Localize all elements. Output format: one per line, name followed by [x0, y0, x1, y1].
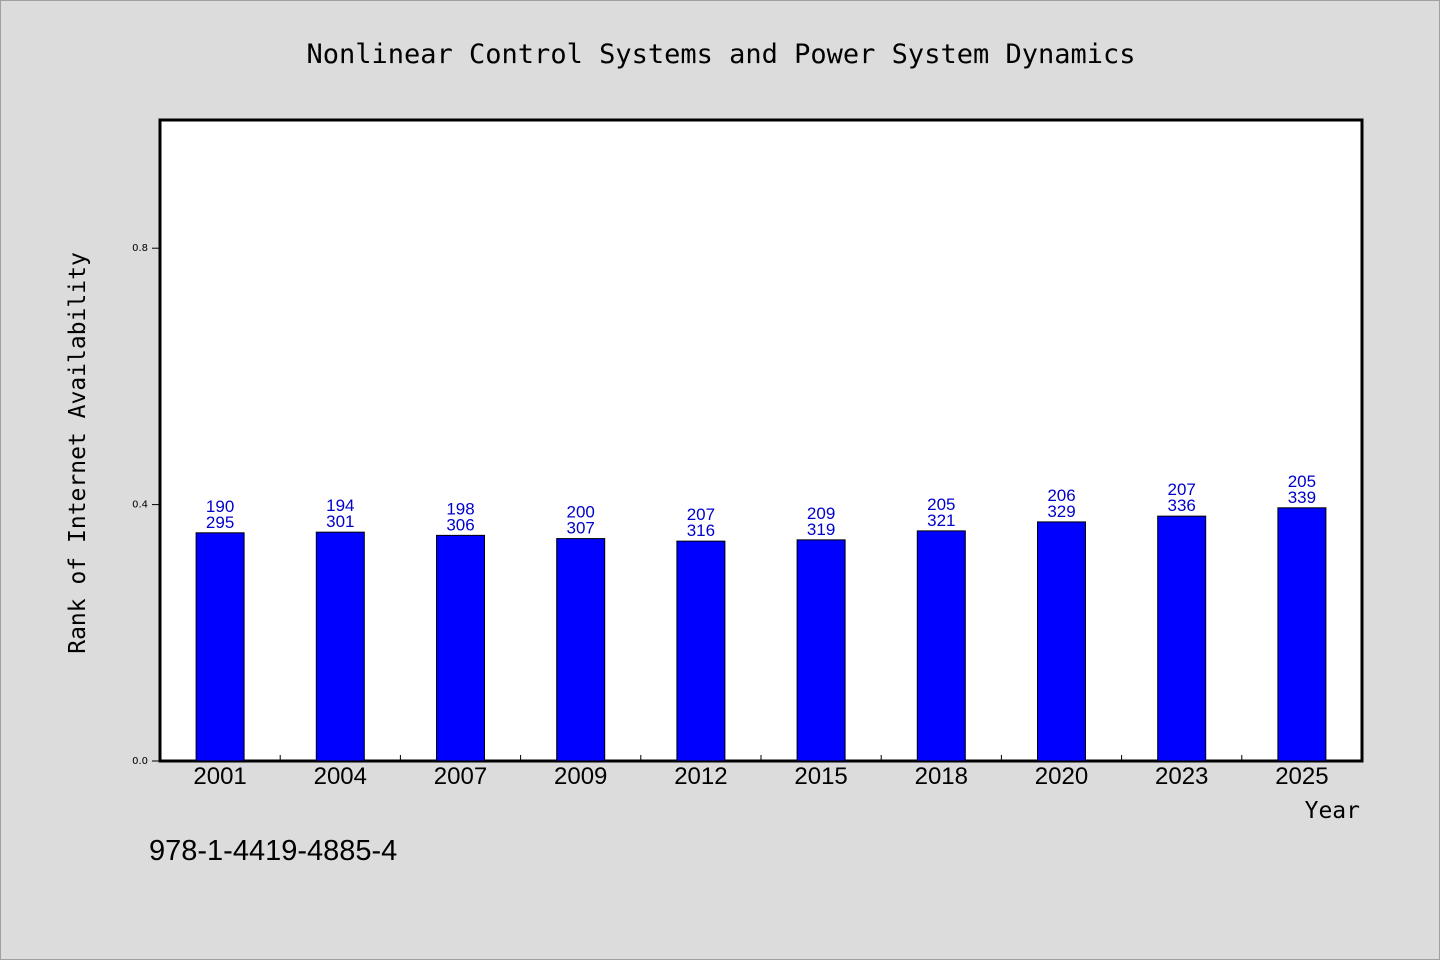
bar-label-bottom: 329 — [1047, 502, 1075, 521]
y-tick-label: 0.8 — [132, 243, 148, 254]
x-tick-label: 2012 — [674, 763, 727, 790]
bar-label-bottom: 307 — [567, 519, 595, 538]
x-axis-label: Year — [1305, 798, 1360, 824]
bar-label-bottom: 339 — [1288, 488, 1316, 507]
bar — [556, 538, 606, 762]
bar-label-top: 198 — [446, 499, 474, 518]
x-tick-label: 2025 — [1275, 763, 1328, 790]
y-axis: 0.0 0.4 0.8 — [132, 243, 160, 767]
bar-label-top: 207 — [687, 505, 715, 524]
bar — [1037, 521, 1086, 762]
bar — [1277, 507, 1327, 762]
x-tick-label: 2018 — [915, 763, 968, 790]
bar-label-bottom: 295 — [206, 513, 234, 532]
x-tick-label: 2009 — [554, 763, 607, 790]
bar-label-top: 209 — [807, 504, 835, 523]
x-tick-label: 2015 — [794, 763, 847, 790]
bar-label-bottom: 316 — [687, 521, 715, 540]
x-tick-label: 2001 — [193, 763, 246, 790]
isbn-label: 978-1-4419-4885-4 — [149, 835, 398, 867]
bar-label-bottom: 336 — [1168, 496, 1196, 515]
data-labels: 1902951943011983062003072073162093192053… — [206, 472, 1316, 540]
bar — [796, 539, 846, 762]
bar — [315, 531, 365, 762]
bar-label-top: 190 — [206, 497, 234, 516]
bar — [916, 530, 966, 762]
bar-label-bottom: 321 — [927, 511, 955, 530]
chart-title: Nonlinear Control Systems and Power Syst… — [306, 39, 1135, 70]
bar-label-bottom: 319 — [807, 520, 835, 539]
x-tick-label: 2023 — [1155, 763, 1208, 790]
x-tick-label: 2020 — [1035, 763, 1088, 790]
bar-label-top: 194 — [326, 496, 354, 515]
x-tick-label: 2004 — [314, 763, 367, 790]
x-axis: 2001 2004 2007 2009 2012 2015 2018 2020 2023 2025 — [193, 755, 1329, 790]
bar-series — [195, 507, 1327, 762]
bar-label-top: 206 — [1047, 486, 1075, 505]
y-axis-label: Rank of Internet Availability — [65, 252, 91, 654]
bar-label-top: 200 — [567, 503, 595, 522]
bar — [436, 534, 485, 762]
bar-label-bottom: 306 — [446, 515, 474, 534]
y-tick-label: 0.0 — [132, 756, 148, 767]
bar — [676, 540, 726, 762]
bar-label-top: 205 — [927, 495, 955, 514]
bar — [195, 532, 245, 762]
bar-label-bottom: 301 — [326, 512, 354, 531]
bar-label-top: 207 — [1168, 480, 1196, 499]
bar-label-top: 205 — [1288, 472, 1316, 491]
bar — [1157, 515, 1207, 762]
y-tick-label: 0.4 — [132, 500, 148, 511]
x-tick-label: 2007 — [434, 763, 487, 790]
